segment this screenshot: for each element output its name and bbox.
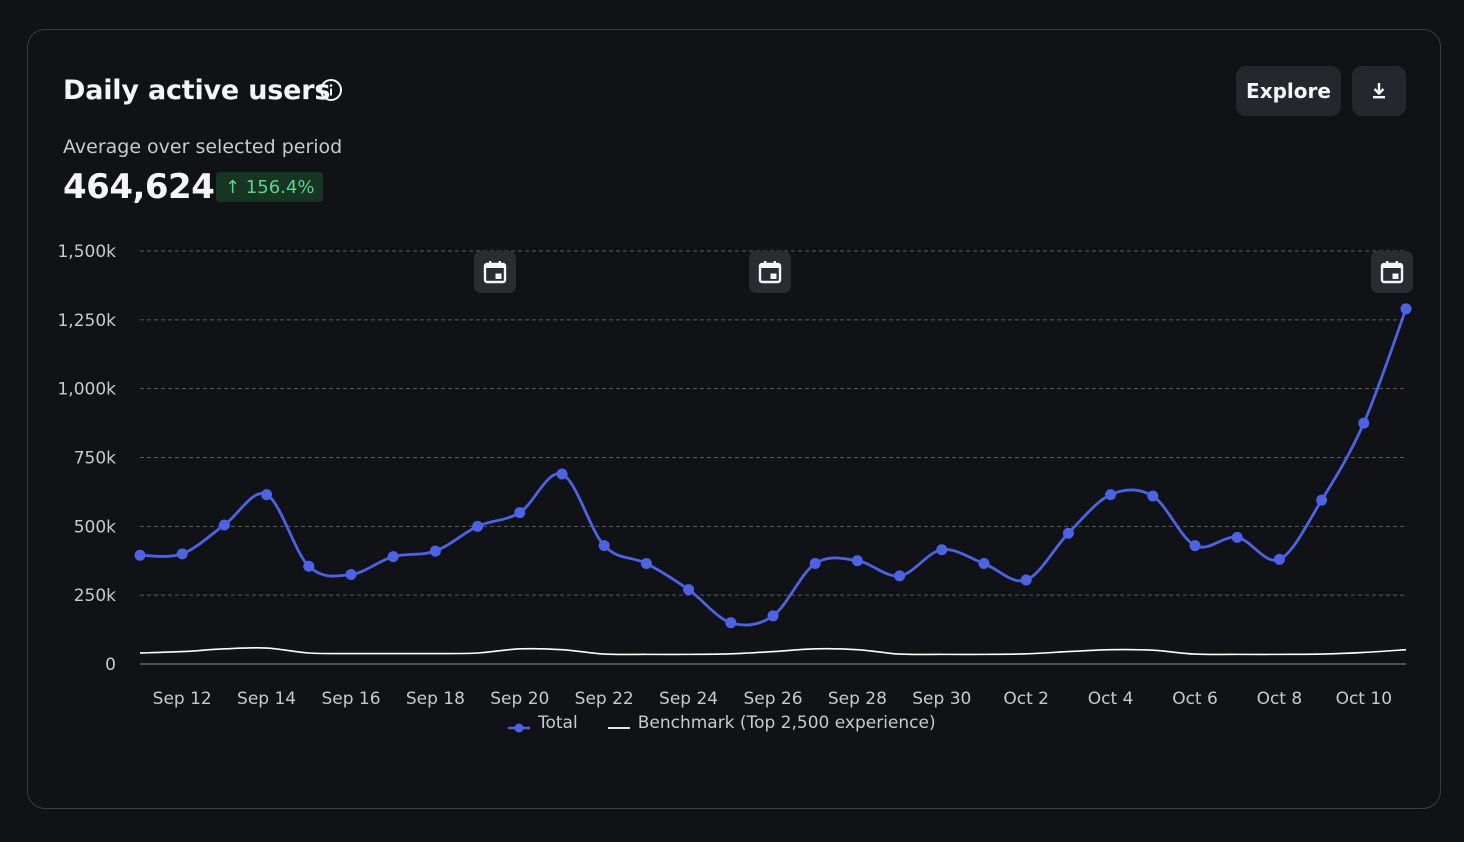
x-tick-label: Sep 26 [743, 689, 802, 709]
data-point-total[interactable] [1273, 553, 1285, 565]
data-point-total[interactable] [809, 558, 821, 570]
x-tick-label: Oct 6 [1172, 689, 1218, 709]
calendar-icon [773, 261, 776, 266]
series-line-total [139, 308, 1408, 627]
data-point-total[interactable] [725, 617, 737, 629]
x-tick-label: Oct 4 [1088, 689, 1134, 709]
x-tick-label: Oct 2 [1003, 689, 1049, 709]
data-point-total[interactable] [1400, 303, 1412, 315]
info-circle-icon[interactable] [319, 78, 343, 102]
y-tick-label: 1,000k [57, 380, 116, 400]
data-point-total[interactable] [1316, 494, 1328, 506]
data-point-total[interactable] [1105, 489, 1117, 501]
data-point-total[interactable] [683, 584, 695, 596]
calendar-icon [1386, 261, 1389, 266]
calendar-icon [770, 273, 777, 279]
x-tick-label: Sep 16 [321, 689, 380, 709]
dau-card: Daily active users Explore Average over … [27, 29, 1441, 809]
download-icon [1373, 83, 1385, 99]
calendar-icon [498, 261, 501, 266]
data-point-total[interactable] [429, 545, 441, 557]
y-tick-label: 500k [74, 517, 116, 537]
legend-swatch-benchmark [607, 718, 630, 729]
x-tick-label: Sep 18 [406, 689, 465, 709]
data-point-total[interactable] [134, 549, 146, 561]
annotation-marker[interactable] [749, 251, 791, 293]
x-tick-label: Sep 12 [153, 689, 212, 709]
data-point-total[interactable] [261, 489, 273, 501]
calendar-icon [489, 261, 492, 266]
x-tick-label: Oct 8 [1257, 689, 1303, 709]
x-tick-label: Sep 14 [237, 689, 296, 709]
average-value: 464,624 [63, 167, 215, 207]
data-point-total[interactable] [851, 555, 863, 567]
data-point-total[interactable] [767, 610, 779, 622]
x-tick-label: Sep 24 [659, 689, 718, 709]
data-point-total[interactable] [303, 560, 315, 572]
legend-swatch-total [508, 718, 530, 733]
annotation-marker[interactable] [474, 251, 516, 293]
y-tick-label: 1,250k [57, 311, 116, 331]
data-point-total[interactable] [1147, 490, 1159, 502]
y-tick-label: 250k [74, 586, 116, 606]
card-title: Daily active users [63, 75, 331, 106]
x-tick-label: Sep 28 [828, 689, 887, 709]
calendar-icon [1392, 273, 1399, 279]
chart-legend: Total Benchmark (Top 2,500 experience) [508, 713, 966, 733]
data-point-total[interactable] [640, 558, 652, 570]
x-tick-label: Sep 22 [575, 689, 634, 709]
calendar-icon [1382, 264, 1402, 268]
calendar-icon [495, 273, 502, 279]
y-tick-label: 1,500k [57, 242, 116, 262]
data-point-total[interactable] [176, 548, 188, 560]
data-point-total[interactable] [936, 544, 948, 556]
data-point-total[interactable] [894, 570, 906, 582]
data-point-total[interactable] [1358, 417, 1370, 429]
data-point-total[interactable] [978, 558, 990, 570]
period-subtitle: Average over selected period [63, 136, 343, 158]
x-tick-label: Oct 10 [1336, 689, 1392, 709]
data-point-total[interactable] [556, 468, 568, 480]
explore-button[interactable]: Explore [1236, 66, 1341, 116]
series-line-benchmark [139, 646, 1407, 656]
data-point-total[interactable] [1189, 540, 1201, 552]
annotation-marker[interactable] [1371, 251, 1413, 293]
legend-label-total: Total [538, 713, 578, 733]
x-tick-label: Sep 30 [912, 689, 971, 709]
data-point-total[interactable] [345, 569, 357, 581]
data-point-total[interactable] [472, 520, 484, 532]
legend-item-total[interactable]: Total [508, 713, 578, 733]
data-point-total[interactable] [387, 551, 399, 563]
calendar-icon [1395, 261, 1398, 266]
y-tick-label: 0 [105, 655, 116, 675]
legend-label-benchmark: Benchmark (Top 2,500 experience) [637, 713, 936, 733]
data-point-total[interactable] [218, 519, 230, 531]
calendar-icon [764, 261, 767, 266]
data-point-total[interactable] [1231, 531, 1243, 543]
data-point-total[interactable] [1062, 527, 1074, 539]
y-tick-label: 750k [74, 449, 116, 469]
x-tick-label: Sep 20 [490, 689, 549, 709]
data-point-total[interactable] [598, 540, 610, 552]
calendar-icon [760, 264, 780, 268]
change-badge: ↑ 156.4% [216, 172, 324, 202]
data-point-total[interactable] [514, 507, 526, 519]
download-button[interactable] [1352, 66, 1406, 116]
data-point-total[interactable] [1020, 574, 1032, 586]
legend-item-benchmark[interactable]: Benchmark (Top 2,500 experience) [607, 713, 936, 733]
calendar-icon [485, 264, 505, 268]
